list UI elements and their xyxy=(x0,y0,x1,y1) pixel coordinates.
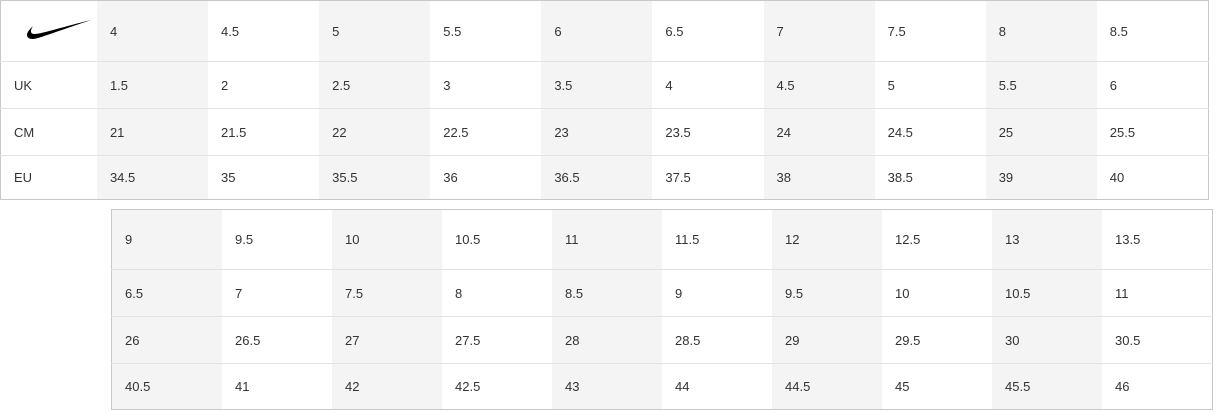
size-cell-us: 9 xyxy=(111,209,222,270)
size-cell-uk: 7 xyxy=(222,269,332,317)
size-cell-uk: 4.5 xyxy=(763,61,875,109)
size-cell-cm: 22 xyxy=(319,108,431,156)
size-cell-uk: 8 xyxy=(442,269,552,317)
size-row-cm: 26 26.5 27 27.5 28 28.5 29 29.5 30 30.5 xyxy=(111,316,1213,364)
size-cell-us: 4 xyxy=(96,0,209,62)
size-cell-eu: 38 xyxy=(763,155,875,200)
size-cell-us: 8 xyxy=(985,0,1097,62)
size-cell-eu: 36.5 xyxy=(541,155,653,200)
size-cell-us: 8.5 xyxy=(1109,23,1128,39)
size-cell-cm: 29 xyxy=(772,316,882,364)
size-cell-cm: 25 xyxy=(985,108,1097,156)
size-cell-eu: 35 xyxy=(208,155,320,200)
size-cell-eu: 34.5 xyxy=(96,155,209,200)
size-cell-uk: 5.5 xyxy=(985,61,1097,109)
size-row-uk: UK 1.5 2 2.5 3 3.5 4 4.5 5 5.5 6 xyxy=(0,61,1209,109)
size-cell-cm: 25.5 xyxy=(1096,108,1209,156)
size-cell-cm: 28 xyxy=(552,316,662,364)
size-cell-eu: 39 xyxy=(985,155,1097,200)
size-cell-uk: 6 xyxy=(1096,61,1209,109)
size-cell-eu: 40 xyxy=(1096,155,1209,200)
size-cell-uk: 8.5 xyxy=(552,269,662,317)
size-row-uk: 6.5 7 7.5 8 8.5 9 9.5 10 10.5 11 xyxy=(111,269,1213,317)
size-cell-cm: 26.5 xyxy=(222,316,332,364)
size-cell-eu: 42.5 xyxy=(442,363,552,410)
size-cell-uk: 9.5 xyxy=(772,269,882,317)
size-cell-us: 11.5 xyxy=(675,232,700,247)
size-cell-cm: 29.5 xyxy=(882,316,992,364)
size-cell-us: 9.5 xyxy=(235,232,254,247)
size-cell-eu: 40.5 xyxy=(111,363,222,410)
size-cell-uk: 10.5 xyxy=(992,269,1102,317)
size-cell-uk: 11 xyxy=(1102,269,1213,317)
size-cell-cm: 23.5 xyxy=(652,108,764,156)
size-cell-cm: 22.5 xyxy=(430,108,542,156)
size-cell-uk: 9 xyxy=(662,269,772,317)
size-cell-cm: 21.5 xyxy=(208,108,320,156)
size-cell-uk: 1.5 xyxy=(96,61,209,109)
size-row-us: 9 9.5 10 10.5 11 11.5 12 12.5 13 13.5 xyxy=(111,209,1213,270)
size-cell-us: 11 xyxy=(552,209,662,270)
size-cell-uk: 4 xyxy=(652,61,764,109)
size-cell-us: 13.5 xyxy=(1115,232,1141,247)
size-cell-cm: 27 xyxy=(332,316,442,364)
size-cell-uk: 2.5 xyxy=(319,61,431,109)
row-label: CM xyxy=(0,108,97,156)
size-cell-cm: 23 xyxy=(541,108,653,156)
size-cell-eu: 42 xyxy=(332,363,442,410)
size-cell-uk: 3.5 xyxy=(541,61,653,109)
size-cell-cm: 26 xyxy=(111,316,222,364)
size-cell-cm: 28.5 xyxy=(662,316,772,364)
size-cell-us: 12 xyxy=(772,209,882,270)
size-cell-cm: 30.5 xyxy=(1102,316,1213,364)
size-cell-eu: 45 xyxy=(882,363,992,410)
swoosh-icon xyxy=(27,20,91,39)
size-row-eu: 40.5 41 42 42.5 43 44 44.5 45 45.5 46 xyxy=(111,363,1213,410)
row-label: EU xyxy=(0,155,97,200)
size-cell-us: 7.5 xyxy=(887,23,906,39)
size-cell-eu: 44.5 xyxy=(772,363,882,410)
size-cell-eu: 43 xyxy=(552,363,662,410)
size-cell-eu: 46 xyxy=(1102,363,1213,410)
size-cell-eu: 45.5 xyxy=(992,363,1102,410)
size-cell-uk: 2 xyxy=(208,61,320,109)
size-cell-uk: 7.5 xyxy=(332,269,442,317)
size-cell-us: 13 xyxy=(992,209,1102,270)
size-cell-uk: 5 xyxy=(874,61,986,109)
size-cell-cm: 24 xyxy=(763,108,875,156)
size-cell-us: 12.5 xyxy=(895,232,921,247)
size-cell-eu: 35.5 xyxy=(319,155,431,200)
size-row-eu: EU 34.5 35 35.5 36 36.5 37.5 38 38.5 39 40 xyxy=(0,155,1209,200)
size-cell-eu: 37.5 xyxy=(652,155,764,200)
size-cell-us: 5 xyxy=(319,0,431,62)
size-row-us: 4 4.5 5 5.5 6 6.5 7 7.5 8 8.5 xyxy=(1,0,1209,62)
nike-logo xyxy=(1,1,97,62)
size-cell-eu: 44 xyxy=(662,363,772,410)
size-cell-us: 10 xyxy=(332,209,442,270)
size-cell-us: 6.5 xyxy=(665,23,684,39)
size-cell-us: 7 xyxy=(763,0,875,62)
size-cell-us: 4.5 xyxy=(221,23,240,39)
size-cell-us: 10.5 xyxy=(455,232,481,247)
size-cell-uk: 3 xyxy=(430,61,542,109)
size-cell-uk: 6.5 xyxy=(111,269,222,317)
size-cell-eu: 41 xyxy=(222,363,332,410)
size-cell-eu: 36 xyxy=(430,155,542,200)
size-cell-cm: 21 xyxy=(96,108,209,156)
row-label: UK xyxy=(0,61,97,109)
size-cell-eu: 38.5 xyxy=(874,155,986,200)
size-cell-cm: 27.5 xyxy=(442,316,552,364)
size-cell-cm: 24.5 xyxy=(874,108,986,156)
size-cell-uk: 10 xyxy=(882,269,992,317)
size-row-cm: CM 21 21.5 22 22.5 23 23.5 24 24.5 25 25.5 xyxy=(0,108,1209,156)
size-cell-cm: 30 xyxy=(992,316,1102,364)
size-chart-table-top: 4 4.5 5 5.5 6 6.5 7 7.5 8 8.5 UK 1.5 2 2.5 3 3.5 4 4.5 5 5.… xyxy=(0,0,1209,200)
size-cell-us: 6 xyxy=(541,0,653,62)
size-chart-table-bottom: 9 9.5 10 10.5 11 11.5 12 12.5 13 13.5 6.5 7 7.5 8 8.5 9… xyxy=(111,209,1213,410)
size-cell-us: 5.5 xyxy=(443,23,462,39)
